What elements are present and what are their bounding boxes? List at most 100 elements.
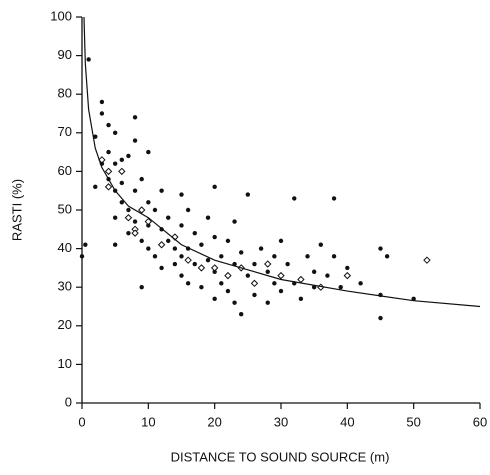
y-axis-label: RASTI (%) [9, 179, 24, 241]
filled-point [219, 254, 224, 259]
filled-point [159, 265, 164, 271]
filled-point [272, 281, 277, 286]
open-point [277, 271, 285, 280]
open-point [250, 279, 259, 288]
filled-point [331, 254, 337, 259]
filled-point [239, 312, 244, 317]
filled-point [212, 184, 217, 190]
open-point [144, 217, 153, 226]
filled-point [179, 223, 184, 228]
open-point [118, 167, 126, 176]
filled-point [146, 200, 151, 205]
open-point [264, 260, 272, 268]
open-point [104, 183, 113, 191]
filled-point [258, 246, 264, 251]
filled-point [132, 188, 138, 193]
filled-point [331, 196, 337, 201]
filled-point [305, 254, 310, 259]
filled-point [239, 250, 244, 255]
filled-point [205, 215, 211, 220]
filled-point [185, 207, 191, 213]
filled-point [99, 111, 105, 116]
open-point [124, 214, 133, 222]
filled-point [199, 242, 204, 247]
filled-point [338, 285, 343, 290]
open-point [297, 275, 305, 284]
filled-point [152, 254, 158, 259]
filled-point [83, 242, 88, 247]
filled-point [93, 184, 98, 190]
filled-point [172, 261, 178, 267]
filled-point [139, 176, 144, 182]
filled-point [278, 238, 284, 244]
filled-point [132, 219, 138, 224]
filled-point [232, 219, 237, 224]
y-tick-label: 90 [58, 47, 72, 62]
filled-point [146, 223, 151, 228]
filled-point [245, 192, 251, 197]
filled-point [172, 246, 178, 251]
filled-point [79, 254, 85, 259]
filled-point [146, 246, 151, 251]
filled-point [199, 285, 204, 290]
filled-point [146, 149, 151, 155]
filled-point [106, 149, 111, 155]
filled-point [278, 288, 284, 294]
filled-point [384, 254, 390, 259]
y-tick-label: 10 [58, 356, 72, 371]
filled-point [132, 138, 138, 143]
filled-point [192, 230, 197, 236]
open-point [157, 241, 166, 249]
filled-point [112, 130, 118, 135]
filled-point [93, 134, 98, 139]
x-tick-label: 10 [141, 414, 155, 429]
x-tick-label: 50 [406, 414, 420, 429]
filled-point [112, 242, 118, 247]
open-point [137, 206, 146, 214]
open-point [98, 156, 106, 164]
y-tick-label: 50 [58, 201, 72, 216]
filled-point [411, 296, 416, 301]
filled-point [205, 257, 211, 263]
filled-point [99, 99, 105, 105]
filled-point [86, 57, 91, 62]
filled-point [225, 288, 231, 294]
filled-point [179, 192, 184, 197]
filled-point [106, 122, 111, 128]
filled-point [126, 230, 131, 236]
x-tick-label: 60 [473, 414, 487, 429]
filled-point [311, 285, 317, 290]
fit-curve [83, 16, 481, 308]
filled-point [119, 157, 125, 163]
open-point [131, 229, 139, 237]
filled-point [152, 207, 158, 213]
y-tick-label: 30 [58, 279, 72, 294]
filled-point [212, 296, 217, 301]
filled-point [166, 238, 171, 244]
open-point [184, 256, 192, 264]
filled-point [126, 153, 131, 159]
filled-point [139, 285, 144, 290]
y-tick-label: 20 [58, 317, 72, 332]
filled-point [166, 215, 171, 220]
filled-point [179, 273, 184, 278]
filled-point [265, 269, 270, 274]
open-point [343, 271, 352, 280]
filled-point [126, 207, 131, 213]
filled-point [179, 254, 184, 259]
filled-point [119, 200, 125, 205]
filled-point [185, 281, 191, 286]
filled-point [325, 273, 330, 278]
open-point [224, 271, 232, 280]
filled-point [212, 234, 217, 240]
y-tick-label: 100 [50, 8, 72, 23]
filled-point [219, 281, 224, 286]
filled-point [378, 315, 383, 321]
y-tick-label: 70 [58, 124, 72, 139]
filled-point [345, 265, 350, 271]
filled-point [285, 261, 290, 267]
filled-point [245, 273, 251, 278]
x-tick-label: 40 [340, 414, 354, 429]
filled-point [159, 188, 164, 193]
filled-point [119, 180, 125, 186]
